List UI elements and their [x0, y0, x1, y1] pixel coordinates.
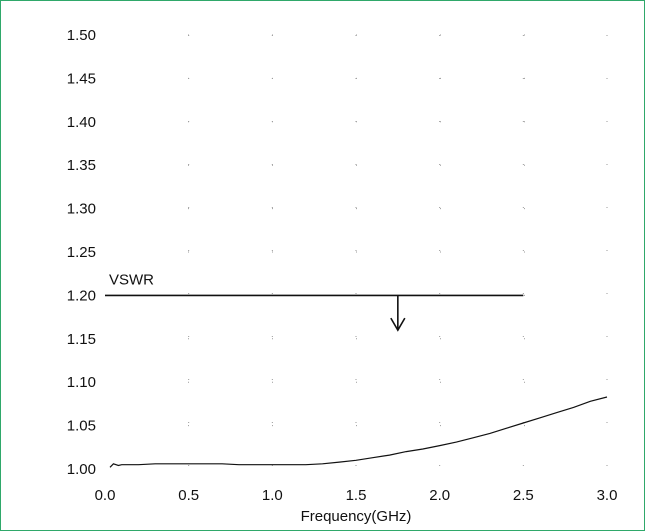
y-tick-label: 1.20 [67, 287, 96, 304]
grid [105, 34, 608, 469]
x-tick-labels: 0.0 0.5 1.0 1.5 2.0 2.5 3.0 [95, 487, 618, 504]
series-line [109, 396, 608, 468]
y-tick-label: 1.40 [67, 114, 96, 131]
y-tick-label: 1.30 [67, 201, 96, 218]
y-tick-labels: 1.00 1.05 1.10 1.15 1.20 1.25 1.30 1.35 1.40 1.45… [67, 27, 96, 478]
x-tick-label: 3.0 [597, 487, 618, 504]
y-tick-label: 1.45 [67, 70, 96, 87]
y-tick-label: 1.10 [67, 374, 96, 391]
x-tick-label: 0.0 [95, 487, 116, 504]
vswr-limit-annotation: VSWR [105, 271, 524, 332]
x-tick-label: 0.5 [178, 487, 199, 504]
y-tick-label: 1.15 [67, 331, 96, 348]
y-tick-label: 1.05 [67, 418, 96, 435]
x-axis-label: Frequency(GHz) [301, 508, 412, 525]
x-tick-label: 1.0 [262, 487, 283, 504]
y-tick-label: 1.35 [67, 157, 96, 174]
x-tick-label: 2.5 [513, 487, 534, 504]
vswr-label: VSWR [109, 271, 154, 288]
x-tick-label: 2.0 [429, 487, 450, 504]
limit-arrow-head [390, 317, 406, 332]
y-tick-label: 1.25 [67, 244, 96, 261]
y-tick-label: 1.50 [67, 27, 96, 44]
y-tick-label: 1.00 [67, 461, 96, 478]
x-tick-label: 1.5 [346, 487, 367, 504]
